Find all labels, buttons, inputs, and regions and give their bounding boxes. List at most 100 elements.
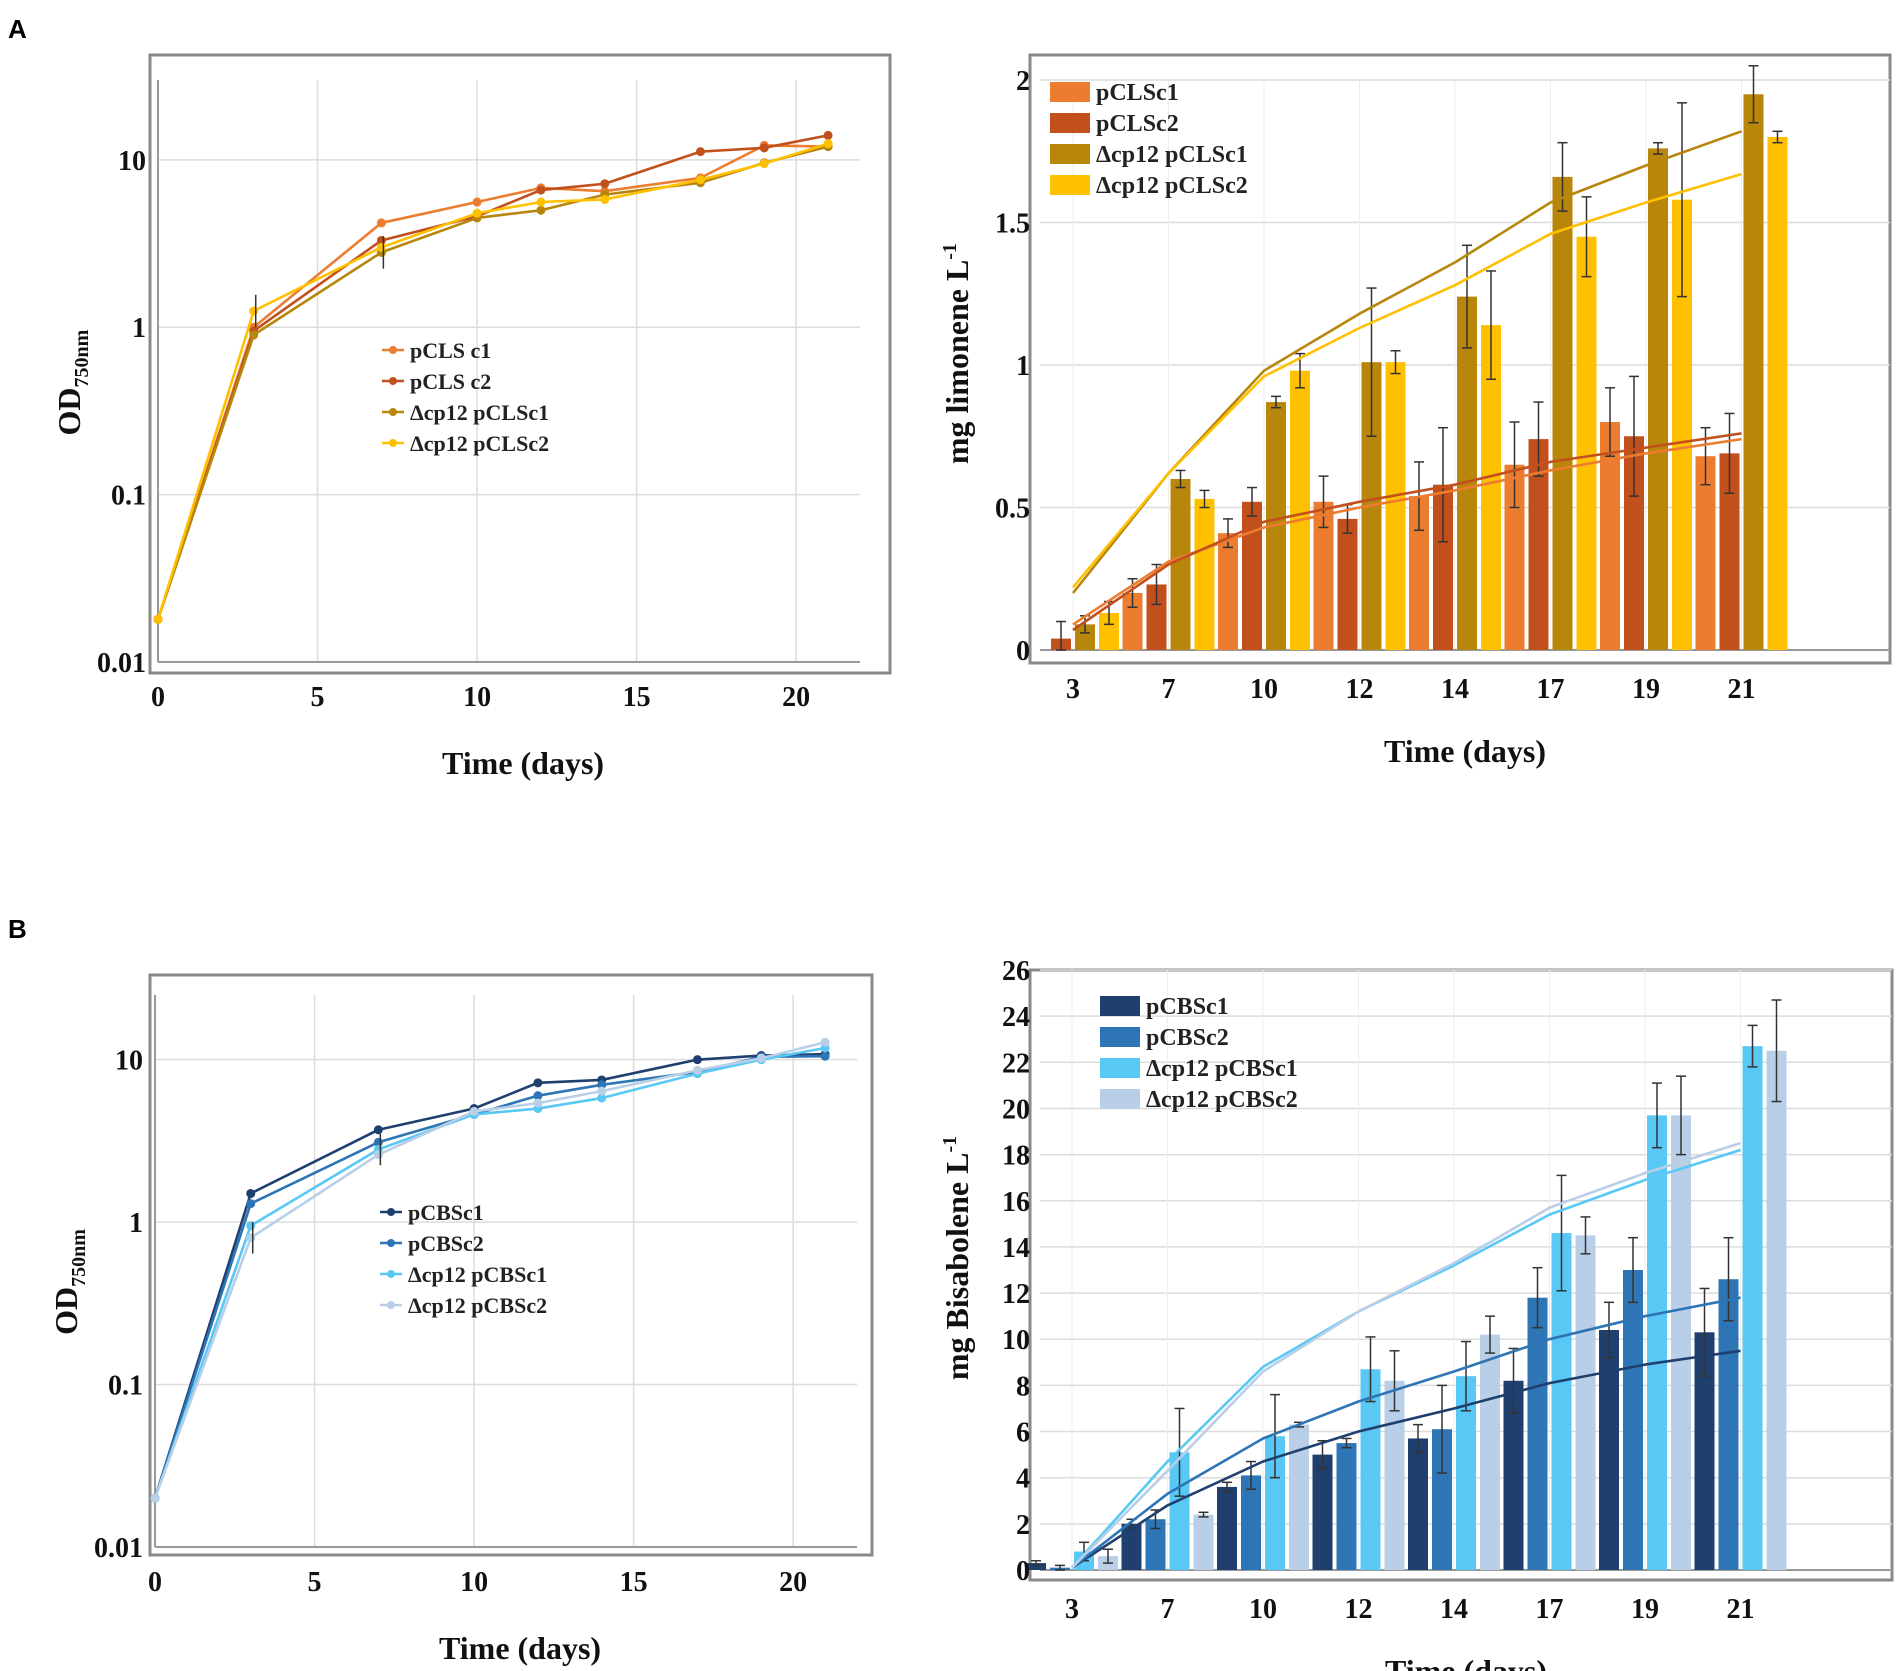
legend-entry-3: Δcp12 pCLSc2 [1096, 173, 1248, 199]
data-point [600, 194, 610, 204]
y-tick-label: 1 [129, 1208, 143, 1239]
y-axis-title-main: OD [51, 388, 87, 436]
data-point [469, 1106, 479, 1116]
y-tick-label: 4 [1016, 1464, 1030, 1495]
bar-1 [1624, 436, 1644, 650]
legend-entry-2: Δcp12 pCLSc1 [1096, 142, 1248, 168]
y-tick-label: 0.1 [111, 481, 146, 512]
legend-swatch [1050, 113, 1090, 133]
data-point [820, 1037, 830, 1047]
plot-frame [148, 973, 874, 1557]
panel-label-b: B [8, 914, 27, 944]
bar-3 [1671, 1115, 1691, 1570]
x-tick-label: 3 [1066, 674, 1080, 705]
bar-2 [1360, 1369, 1381, 1570]
data-point [373, 1125, 383, 1135]
legend-swatch [1050, 175, 1090, 195]
bar-1 [1527, 1297, 1548, 1570]
legend-swatch [1100, 1089, 1140, 1109]
y-axis-title-sup: -1 [939, 1136, 961, 1153]
bar-0 [1217, 1486, 1237, 1570]
legend-entry-2: Δcp12 pCBSc1 [1146, 1056, 1298, 1082]
bar-2 [1265, 1436, 1285, 1570]
x-tick-label: 17 [1537, 674, 1565, 705]
bar-2 [1551, 1233, 1572, 1570]
trendline-1 [1071, 1296, 1741, 1569]
y-tick-label: 16 [1002, 1187, 1030, 1218]
legend-swatch-marker [389, 439, 397, 447]
x-tick-label: 0 [148, 1567, 162, 1598]
y-tick-label: 12 [1002, 1279, 1030, 1310]
bar-1 [1242, 501, 1262, 650]
x-tick-label: 14 [1440, 1594, 1468, 1625]
trendline-0 [1072, 437, 1742, 626]
bar-1 [1146, 584, 1167, 650]
data-point [820, 1051, 830, 1061]
legend-swatch-marker [387, 1301, 395, 1309]
bar-2 [1552, 176, 1573, 650]
bar-3 [1385, 362, 1406, 650]
y-tick-label: 0.01 [97, 648, 146, 679]
bar-1 [1719, 453, 1740, 650]
x-tick-label: 21 [1728, 674, 1756, 705]
data-point [756, 1053, 766, 1063]
bar-0 [1694, 1332, 1715, 1570]
x-tick-label: 19 [1631, 1594, 1659, 1625]
bar-3 [1575, 1235, 1596, 1570]
legend-swatch-marker [387, 1208, 395, 1216]
data-point [759, 143, 769, 153]
bar-2 [1075, 624, 1095, 650]
bar-3 [1194, 498, 1215, 650]
bar-2 [1169, 1452, 1190, 1570]
series-line-2 [156, 145, 829, 620]
bar-0 [1312, 1454, 1333, 1570]
data-point [472, 208, 482, 218]
x-tick-label: 19 [1632, 674, 1660, 705]
legend-swatch [1050, 82, 1090, 102]
legend-entry-0: pCLS c1 [410, 338, 491, 363]
bar-0 [1695, 456, 1716, 650]
bar-1 [1528, 439, 1549, 650]
bar-1 [1432, 1429, 1452, 1570]
x-tick-label: 15 [623, 682, 651, 713]
data-point [376, 242, 386, 252]
data-point [533, 1098, 543, 1108]
bar-1 [1337, 518, 1358, 650]
bar-1 [1145, 1519, 1166, 1570]
y-tick-label: 6 [1016, 1418, 1030, 1449]
legend-swatch-marker [387, 1270, 395, 1278]
bar-2 [1457, 296, 1477, 650]
data-point [759, 159, 769, 169]
y-tick-label: 1 [1016, 351, 1030, 382]
legend-swatch-marker [389, 377, 397, 385]
trendline-3 [1071, 1141, 1741, 1569]
bar-3 [1576, 236, 1597, 650]
data-point [695, 175, 705, 185]
bar-3 [1193, 1514, 1214, 1570]
x-tick-label: 10 [1249, 1594, 1277, 1625]
bar-0 [1504, 464, 1525, 650]
bar-0 [1313, 501, 1334, 650]
bar-3 [1099, 612, 1119, 650]
bar-1 [1718, 1279, 1739, 1570]
data-point [373, 1150, 383, 1160]
bar-3 [1766, 1050, 1787, 1570]
y-axis-title: mg Bisabolene L-1 [939, 1136, 975, 1380]
trendline-0 [1071, 1349, 1741, 1569]
bar-1 [1623, 1270, 1643, 1570]
legend-entry-0: pCBSc1 [408, 1200, 484, 1225]
x-tick-label: 14 [1441, 674, 1469, 705]
bar-3 [1480, 1334, 1500, 1570]
chart-a-limonene: 3 7 10 12 14 17 19 21 0 0.5 1 1.5 2 Time (days) mg lim… [939, 53, 1892, 769]
y-tick-label: 2 [1016, 66, 1030, 97]
bar-1 [1433, 484, 1453, 650]
data-point [376, 218, 386, 228]
bar-0 [1218, 533, 1238, 650]
legend-entry-1: pCBSc2 [408, 1231, 484, 1256]
bar-0 [1503, 1380, 1524, 1570]
y-axis-title: OD750nm [51, 329, 93, 435]
y-axis-title-sub: 750nm [71, 329, 93, 387]
y-axis-title-sub: 750nm [68, 1229, 90, 1287]
bar-2 [1170, 479, 1191, 650]
